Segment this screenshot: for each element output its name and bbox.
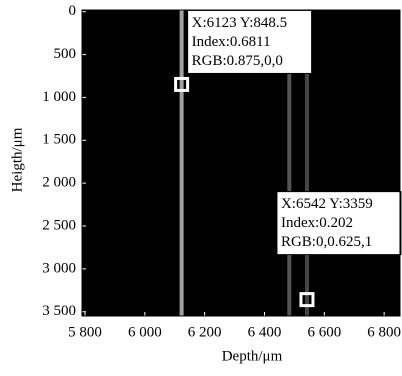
- data-tip-text: X:6542 Y:3359: [281, 196, 373, 212]
- y-tick-label: 3 500: [42, 303, 76, 319]
- chart: Depth/μm Heigth/μm 5 800 6 000 6 200 6 400 6…: [0, 0, 402, 371]
- data-tip-text: RGB:0.875,0,0: [192, 53, 283, 69]
- y-tick-label: 3 000: [42, 260, 76, 276]
- data-tip-text: Index:0.6811: [192, 34, 271, 50]
- x-tick-label: 6 800: [367, 324, 401, 340]
- data-tip-text: Index:0.202: [281, 215, 353, 231]
- data-tip-text: X:6123 Y:848.5: [192, 15, 288, 31]
- y-tick-label: 2 000: [42, 175, 76, 191]
- data-tip-text: RGB:0,0.625,1: [281, 234, 372, 250]
- y-tick-label: 2 500: [42, 217, 76, 233]
- y-tick-label: 500: [54, 46, 77, 62]
- y-tick-label: 1 500: [42, 132, 76, 148]
- y-tick-label: 1 000: [42, 89, 76, 105]
- y-tick-label: 0: [69, 3, 77, 19]
- y-axis-label: Heigth/μm: [9, 127, 25, 192]
- x-tick-label: 6 600: [307, 324, 341, 340]
- intensity-line: [180, 10, 184, 316]
- x-tick-label: 6 400: [248, 324, 282, 340]
- x-tick-label: 6 000: [128, 324, 162, 340]
- x-axis-label: Depth/μm: [222, 348, 283, 364]
- x-tick-label: 5 800: [68, 324, 102, 340]
- x-tick-label: 6 200: [188, 324, 222, 340]
